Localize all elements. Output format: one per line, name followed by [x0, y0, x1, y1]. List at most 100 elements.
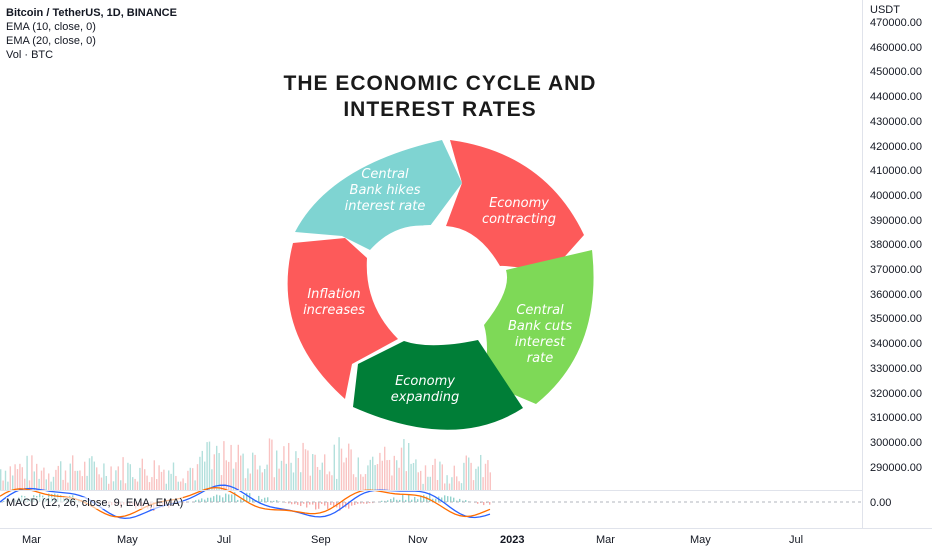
volume-bar	[194, 480, 196, 490]
volume-bar	[321, 462, 323, 490]
volume-bar	[240, 455, 242, 490]
volume-bar	[158, 465, 160, 490]
volume-bar	[475, 468, 477, 490]
macd-histogram-bar	[390, 498, 392, 502]
volume-bar	[408, 443, 410, 490]
volume-bar	[184, 483, 187, 490]
label-contracting-line-2: contracting	[481, 212, 557, 227]
time-label: Nov	[408, 534, 428, 546]
volume-bar	[295, 451, 297, 490]
volume-bar	[259, 465, 261, 490]
volume-bar	[434, 458, 436, 490]
volume-bar	[348, 443, 350, 490]
volume-bar	[393, 455, 395, 490]
macd-histogram-bar	[435, 498, 437, 502]
currency-label[interactable]: USDT	[870, 4, 900, 16]
macd-histogram-bar	[441, 497, 443, 502]
volume-bar	[379, 452, 381, 490]
volume-bar	[67, 482, 69, 490]
volume-bar	[271, 439, 273, 490]
price-label: 410000.00	[870, 165, 922, 178]
volume-bar	[38, 478, 40, 490]
macd-histogram-bar	[267, 497, 269, 502]
volume-bar	[276, 450, 278, 490]
infographic-title-line-1: THE ECONOMIC CYCLE AND	[283, 72, 597, 95]
label-contracting-line-1: Economy	[489, 196, 549, 211]
volume-bar	[69, 463, 71, 490]
volume-bar	[93, 461, 95, 490]
volume-bar	[432, 464, 434, 490]
macd-pane-border[interactable]	[0, 490, 862, 491]
volume-bar	[228, 461, 230, 490]
volume-bar	[237, 444, 239, 490]
macd-histogram-bar	[327, 502, 329, 509]
volume-bar	[232, 468, 235, 490]
volume-bar	[273, 477, 275, 490]
macd-histogram-bar	[417, 499, 419, 502]
macd-histogram-bar	[252, 498, 254, 502]
macd-legend[interactable]: MACD (12, 26, close, 9, EMA, EMA)	[6, 497, 184, 509]
volume-bar	[192, 468, 194, 490]
price-label: 420000.00	[870, 140, 922, 153]
macd-histogram-bar	[297, 502, 299, 505]
macd-histogram-bar	[444, 495, 446, 502]
label-hikes-line-2: Bank hikes	[349, 183, 421, 198]
volume-bar	[88, 458, 91, 490]
volume-bar	[470, 462, 472, 490]
macd-histogram-bar	[429, 492, 431, 502]
macd-histogram-bar	[411, 499, 413, 502]
volume-bar	[117, 466, 119, 490]
ema20-legend[interactable]: EMA (20, close, 0)	[6, 35, 96, 47]
volume-bar	[374, 465, 376, 490]
volume-legend[interactable]: Vol · BTC	[6, 49, 54, 61]
volume-bar	[144, 469, 146, 490]
volume-bar	[333, 444, 335, 490]
symbol-title[interactable]: Bitcoin / TetherUS, 1D, BINANCE	[6, 7, 177, 19]
ema10-legend[interactable]: EMA (10, close, 0)	[6, 21, 96, 33]
volume-bar	[96, 467, 98, 490]
macd-histogram-bar	[306, 502, 308, 508]
macd-histogram-bar	[399, 499, 401, 502]
volume-bar	[417, 472, 419, 490]
volume-and-macd-plot	[0, 437, 862, 520]
volume-bar	[415, 459, 417, 490]
volume-bar	[364, 474, 367, 490]
volume-bar	[201, 450, 203, 490]
price-label: 310000.00	[870, 412, 922, 425]
volume-bar	[261, 472, 263, 490]
volume-bar	[211, 469, 213, 490]
label-inflation-line-1: Inflation	[307, 287, 361, 302]
macd-histogram-bar	[366, 502, 368, 504]
volume-bar	[427, 476, 429, 490]
volume-bar	[76, 470, 79, 490]
macd-histogram-bar	[342, 502, 344, 508]
label-cuts-line-2: Bank cuts	[507, 319, 573, 334]
volume-bar	[230, 444, 232, 490]
macd-zero-label: 0.00	[870, 497, 892, 509]
macd-histogram-bar	[270, 500, 272, 502]
volume-bar	[280, 460, 283, 490]
macd-histogram-bar	[3, 501, 5, 502]
volume-bar	[127, 462, 129, 490]
segment-expanding	[353, 340, 523, 430]
volume-bar	[108, 483, 110, 490]
volume-bar	[64, 470, 67, 490]
price-label: 380000.00	[870, 239, 922, 252]
price-label: 290000.00	[870, 461, 922, 474]
label-contracting: Economy contracting	[464, 196, 574, 228]
macd-histogram-bar	[363, 502, 365, 504]
volume-bar	[244, 478, 247, 490]
volume-bar	[235, 462, 237, 490]
time-label: Jul	[789, 534, 804, 546]
label-expanding: Economy expanding	[370, 374, 480, 406]
volume-bar	[170, 473, 172, 490]
macd-histogram-bar	[312, 502, 314, 505]
volume-bar	[74, 470, 76, 490]
volume-bar	[21, 467, 23, 490]
volume-bar	[14, 464, 16, 490]
volume-bar	[256, 469, 259, 490]
volume-bar	[343, 462, 345, 490]
volume-bar	[345, 457, 347, 490]
volume-bar	[165, 483, 167, 490]
chart-legend[interactable]: Bitcoin / TetherUS, 1D, BINANCE EMA (10,…	[6, 6, 177, 62]
